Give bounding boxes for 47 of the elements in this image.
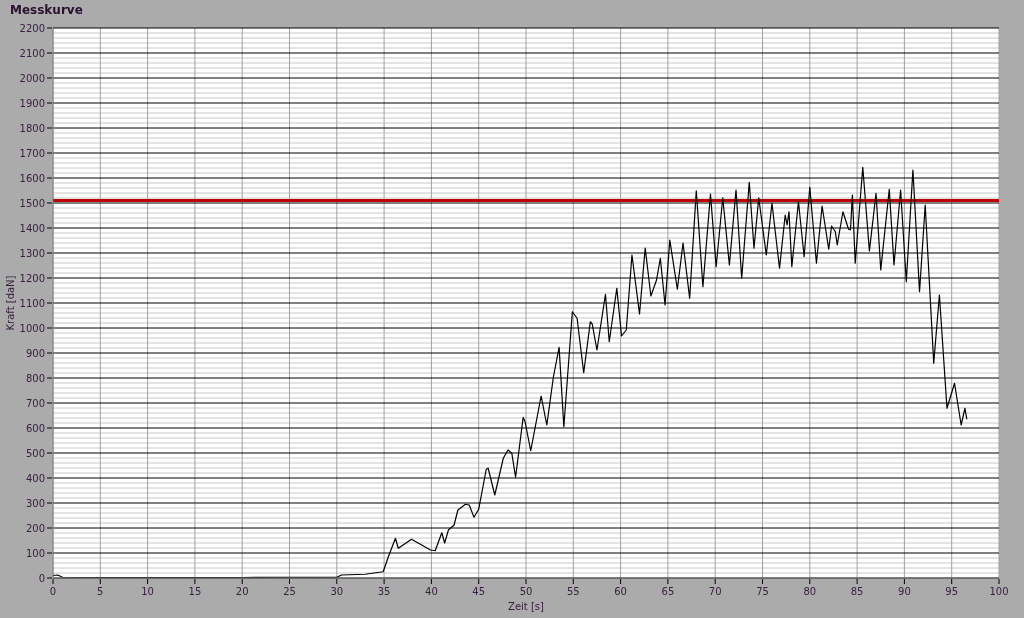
y-tick-label: 700 <box>25 397 45 409</box>
x-tick-label: 75 <box>756 586 769 597</box>
y-tick-label: 1800 <box>19 122 45 134</box>
y-tick-label: 500 <box>25 447 45 459</box>
x-tick-label: 60 <box>614 586 627 597</box>
x-tick-label: 20 <box>235 586 249 597</box>
y-tick-label: 800 <box>25 372 45 384</box>
x-tick-label: 30 <box>330 586 344 597</box>
x-tick-label: 35 <box>377 586 391 597</box>
x-tick-label: 65 <box>661 586 675 597</box>
x-tick-label: 15 <box>188 586 202 597</box>
y-tick-label: 1900 <box>19 97 45 109</box>
chart-title: Messkurve <box>10 3 83 17</box>
y-tick-label: 1200 <box>19 272 45 284</box>
y-tick-label: 1000 <box>19 322 45 334</box>
y-tick-label: 1400 <box>19 222 45 234</box>
y-tick-label: 600 <box>25 422 45 434</box>
y-tick-label: 1300 <box>19 247 45 259</box>
y-tick-label: 900 <box>25 347 45 359</box>
x-tick-label: 50 <box>519 586 533 597</box>
x-tick-label: 40 <box>425 586 438 597</box>
y-tick-label: 400 <box>25 472 45 484</box>
x-tick-label: 10 <box>141 586 154 597</box>
y-tick-label: 1600 <box>19 172 45 184</box>
x-tick-label: 25 <box>283 586 296 597</box>
y-tick-label: 2100 <box>19 47 45 59</box>
x-tick-label: 95 <box>945 586 959 597</box>
y-tick-label: 2000 <box>19 72 45 84</box>
x-tick-label: 80 <box>803 586 817 597</box>
x-tick-label: 85 <box>850 586 864 597</box>
x-tick-label: 0 <box>49 586 57 597</box>
x-axis-title: Zeit [s] <box>508 601 545 612</box>
y-tick-label: 1500 <box>19 197 45 209</box>
y-tick-label: 2200 <box>19 22 45 34</box>
x-tick-label: 100 <box>989 586 1009 597</box>
x-tick-label: 55 <box>566 586 580 597</box>
y-tick-label: 100 <box>25 547 45 559</box>
y-tick-label: 1700 <box>19 147 45 159</box>
x-tick-label: 5 <box>97 586 104 597</box>
y-axis-title: Kraft [daN] <box>5 275 16 331</box>
x-tick-label: 70 <box>708 586 722 597</box>
x-tick-label: 45 <box>472 586 486 597</box>
y-tick-label: 0 <box>38 572 45 584</box>
x-tick-label: 90 <box>898 586 911 597</box>
y-tick-label: 300 <box>25 497 45 509</box>
y-tick-label: 200 <box>25 522 45 534</box>
y-tick-label: 1100 <box>19 297 45 309</box>
